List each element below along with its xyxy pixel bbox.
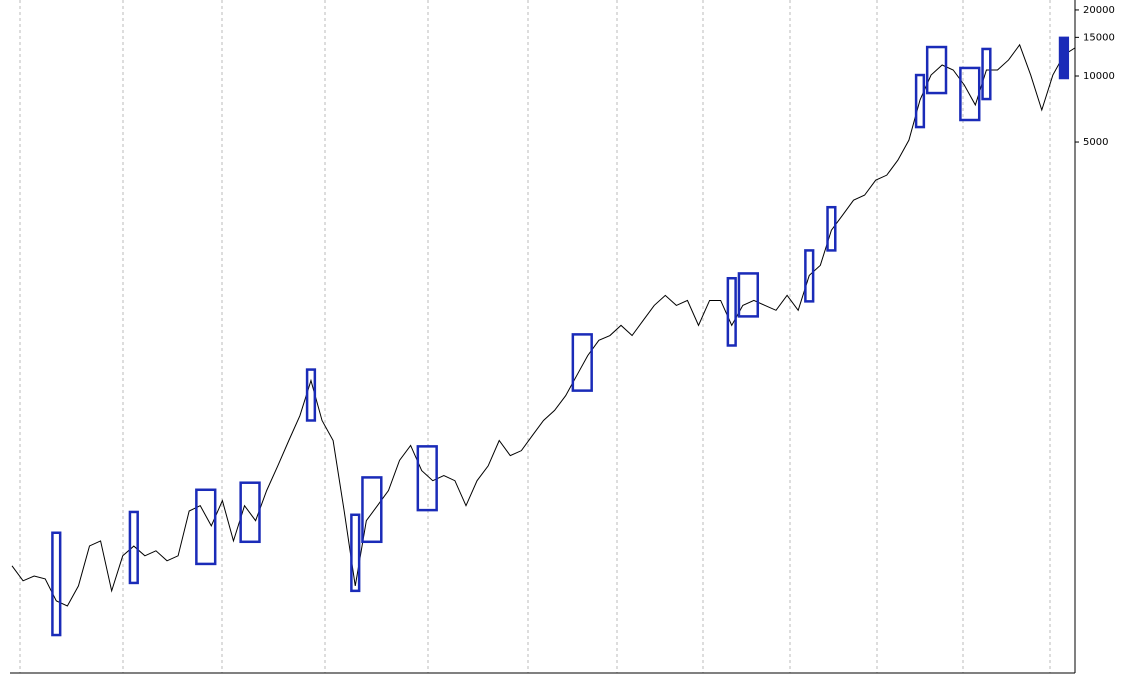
highlight-box bbox=[239, 481, 261, 544]
highlight-box bbox=[51, 531, 62, 637]
highlight-box bbox=[195, 488, 217, 566]
y-tick-label: 20000 bbox=[1083, 5, 1115, 16]
highlight-box bbox=[959, 66, 981, 122]
highlight-box bbox=[128, 510, 139, 585]
highlight-box bbox=[726, 276, 737, 347]
highlight-box bbox=[826, 205, 837, 252]
y-tick-label: 10000 bbox=[1083, 71, 1115, 82]
highlight-box bbox=[361, 476, 383, 544]
price-line bbox=[11, 43, 1076, 607]
highlight-box bbox=[925, 45, 948, 95]
highlight-box bbox=[914, 73, 926, 129]
highlight-box bbox=[737, 272, 760, 318]
y-tick-label: 5000 bbox=[1083, 137, 1108, 148]
highlight-box bbox=[350, 513, 361, 593]
highlight-box bbox=[305, 368, 317, 422]
highlight-box bbox=[571, 333, 593, 392]
highlight-box bbox=[804, 249, 815, 303]
vertical-grid bbox=[19, 0, 1051, 673]
highlight-box bbox=[416, 445, 438, 512]
highlight-box bbox=[1058, 36, 1070, 80]
highlight-box bbox=[981, 47, 992, 101]
y-tick-label: 15000 bbox=[1083, 32, 1115, 43]
